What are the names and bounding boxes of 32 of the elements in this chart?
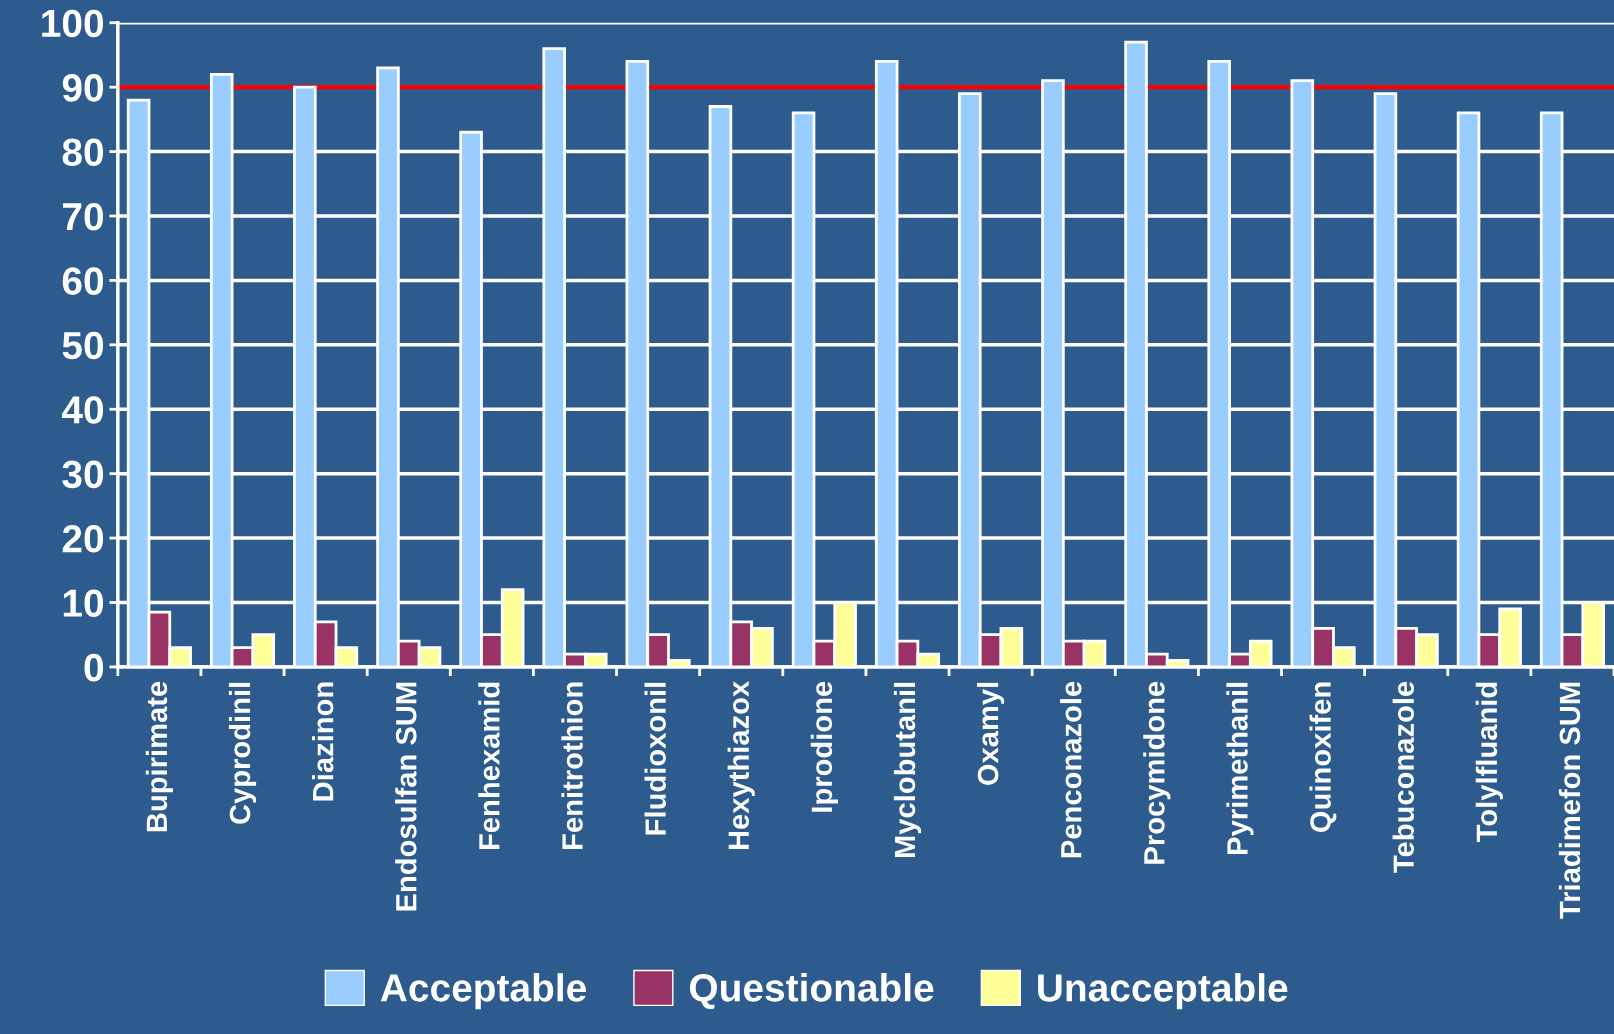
x-tick-label: Triadimefon SUM (1558, 682, 1581, 919)
x-tick-label: Endosulfan SUM (395, 682, 417, 911)
x-tick-label: Fenitrothion (561, 682, 583, 849)
x-tick-label: Tebuconazole (1392, 681, 1415, 873)
y-tick-label: 10 (63, 589, 104, 617)
x-tick-label: Pyrimethanil (1226, 682, 1254, 854)
y-tick-label: 80 (62, 138, 104, 167)
y-tick-label: 90 (62, 74, 104, 102)
x-tick-label: Fenhexamid (478, 682, 500, 850)
x-tick-label: Diazinon (312, 682, 334, 801)
y-tick-label: 0 (84, 653, 104, 682)
y-tick-label: 30 (62, 460, 104, 489)
x-tick-label: Oxamyl (977, 682, 1005, 785)
x-tick-label: Iprodione (810, 681, 838, 812)
y-tick-label: 40 (61, 396, 104, 424)
legend-label: Questionable (689, 973, 934, 1009)
legend-label: Acceptable (380, 973, 586, 1010)
x-tick-label: Myclobutanil (893, 682, 922, 858)
y-tick-label: 100 (42, 9, 104, 38)
x-tick-label: Penconazole (1060, 681, 1082, 858)
x-tick-label: Hexythiazox (727, 681, 755, 850)
x-tick-label: Quinoxifen (1309, 682, 1337, 832)
y-tick-label: 20 (62, 525, 104, 553)
x-tick-label: Procymidone (1143, 681, 1171, 864)
x-tick-label: Bupirimate (145, 681, 173, 832)
y-tick-label: 70 (63, 202, 104, 231)
y-tick-label: 60 (62, 267, 104, 295)
x-tick-label: Fludioxonil (644, 682, 666, 835)
x-tick-label: Tolylfluanid (1475, 682, 1503, 842)
legend-label: Unacceptable (1038, 973, 1288, 1010)
y-tick-label: 50 (62, 331, 104, 360)
x-tick-label: Cyprodinil (228, 682, 257, 824)
